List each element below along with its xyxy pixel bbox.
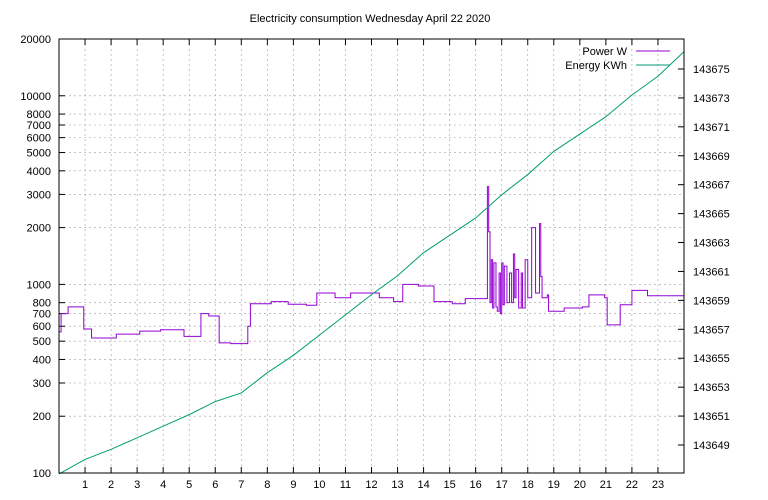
y2-tick-label: 143667	[693, 180, 730, 192]
y-tick-label: 700	[33, 309, 51, 321]
y-tick-label: 20000	[20, 34, 51, 46]
y-tick-label: 7000	[27, 120, 51, 132]
x-tick-label: 10	[313, 479, 325, 491]
y2-tick-label: 143655	[693, 353, 730, 365]
x-tick-label: 17	[496, 479, 508, 491]
y2-tick-label: 143649	[693, 440, 730, 452]
y2-tick-label: 143669	[693, 151, 730, 163]
y-tick-label: 8000	[27, 109, 51, 121]
legend-label-energy: Energy KWh	[565, 60, 627, 72]
x-tick-label: 18	[522, 479, 534, 491]
y2-tick-label: 143675	[693, 64, 730, 76]
y-tick-label: 300	[33, 378, 51, 390]
series-line-1	[58, 51, 685, 475]
y-tick-label: 10000	[20, 91, 51, 103]
x-tick-label: 6	[212, 479, 218, 491]
x-tick-label: 1	[82, 479, 88, 491]
y2-tick-label: 143661	[693, 266, 730, 278]
x-tick-label: 3	[134, 479, 140, 491]
y-tick-label: 4000	[27, 166, 51, 178]
y2-tick-label: 143663	[693, 238, 730, 250]
x-tick-label: 19	[548, 479, 560, 491]
y-tick-label: 1000	[27, 279, 51, 291]
x-tick-label: 8	[264, 479, 270, 491]
x-tick-label: 4	[160, 479, 166, 491]
x-tick-label: 15	[444, 479, 456, 491]
series-line-0	[59, 186, 684, 345]
y2-tick-label: 143651	[693, 411, 730, 423]
y2-tick-label: 143653	[693, 382, 730, 394]
legend: Power W Energy KWh	[565, 46, 670, 72]
x-tick-label: 12	[365, 479, 377, 491]
x-tick-label: 21	[600, 479, 612, 491]
y-tick-label: 600	[33, 321, 51, 333]
x-tick-label: 20	[574, 479, 586, 491]
y2-tick-label: 143659	[693, 295, 730, 307]
y-tick-label: 5000	[27, 148, 51, 160]
x-tick-label: 5	[186, 479, 192, 491]
y2-tick-label: 143665	[693, 209, 730, 221]
y-tick-label: 2000	[27, 223, 51, 235]
legend-label-power: Power W	[582, 46, 627, 58]
y-tick-label: 400	[33, 354, 51, 366]
y2-tick-label: 143657	[693, 324, 730, 336]
grid	[59, 39, 684, 473]
x-tick-label: 22	[626, 479, 638, 491]
x-tick-label: 7	[238, 479, 244, 491]
y-tick-label: 200	[33, 411, 51, 423]
y-tick-label: 6000	[27, 133, 51, 145]
y-tick-label: 800	[33, 298, 51, 310]
y-tick-label: 3000	[27, 189, 51, 201]
series-lines	[58, 51, 685, 475]
x-tick-label: 9	[290, 479, 296, 491]
y2-tick-label: 143671	[693, 122, 730, 134]
y-tick-label: 500	[33, 336, 51, 348]
y2-tick-label: 143673	[693, 93, 730, 105]
x-tick-label: 16	[470, 479, 482, 491]
x-tick-label: 13	[391, 479, 403, 491]
x-tick-label: 11	[340, 479, 351, 491]
x-tick-label: 2	[108, 479, 114, 491]
y-tick-label: 100	[33, 468, 51, 480]
chart-title: Electricity consumption Wednesday April …	[250, 13, 491, 25]
plot-frame	[58, 38, 685, 474]
x-tick-label: 14	[417, 479, 429, 491]
x-tick-label: 23	[652, 479, 664, 491]
